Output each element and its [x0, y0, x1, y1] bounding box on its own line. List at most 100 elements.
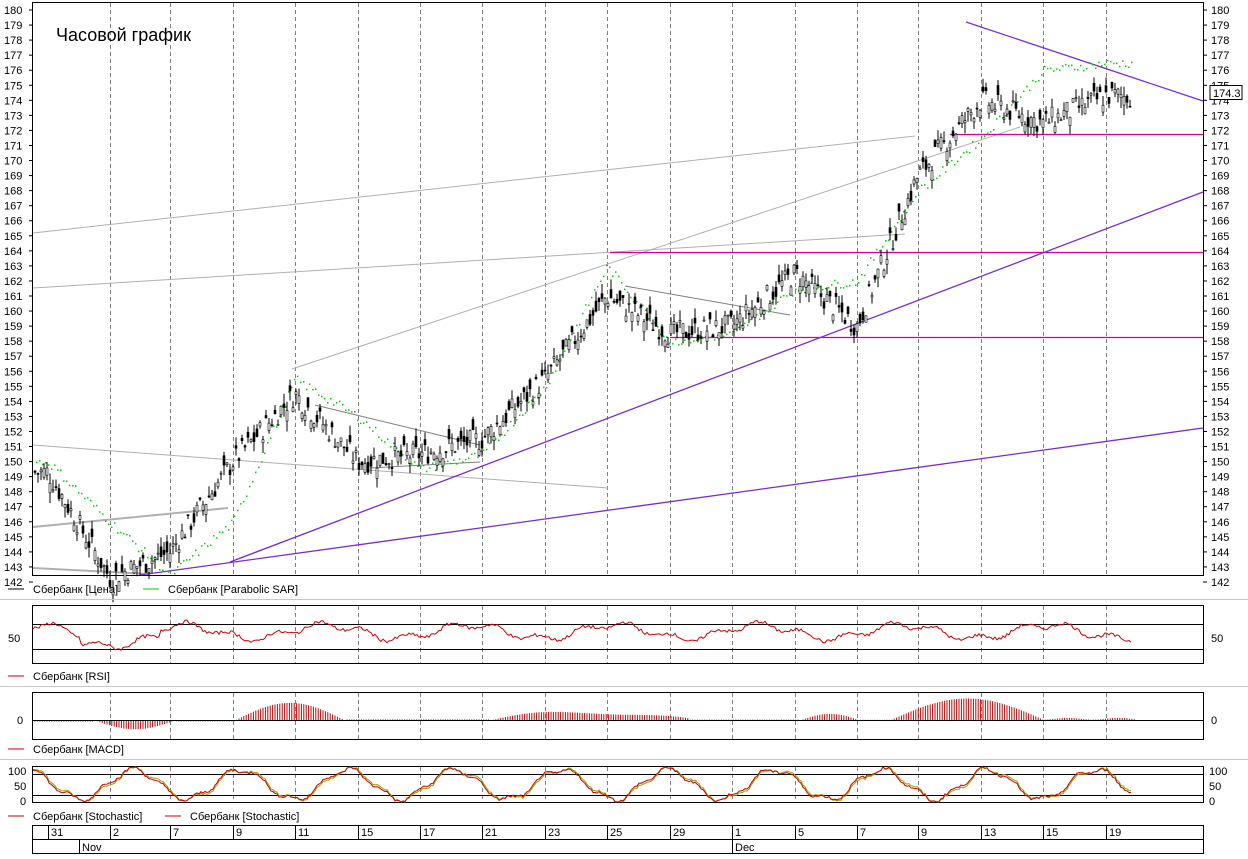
sar-dot — [333, 404, 335, 406]
candle-body — [276, 424, 280, 426]
candle-body — [1017, 116, 1021, 118]
candle-body — [339, 437, 343, 442]
candle-body — [933, 139, 937, 147]
candle-body — [354, 450, 358, 453]
day-label: 9 — [921, 827, 927, 839]
candle-body — [750, 309, 754, 318]
candle-body — [675, 324, 679, 333]
candle-body — [681, 323, 685, 334]
candle-body — [483, 435, 487, 438]
candle-body — [345, 446, 349, 452]
candle-body — [330, 422, 334, 428]
sar-dot — [93, 505, 95, 507]
sar-dot — [630, 296, 632, 299]
stoch-axis-50-left: 50 — [14, 781, 26, 793]
candle-body — [987, 104, 991, 114]
sar-dot — [858, 281, 860, 284]
day-label: 9 — [236, 827, 242, 839]
sar-dot — [186, 559, 188, 561]
candle-body — [765, 285, 769, 291]
sar-dot — [1104, 63, 1106, 66]
price-tick-label: 178 — [4, 35, 22, 47]
candle-body — [1014, 102, 1018, 109]
candle-body — [981, 86, 985, 92]
stoch-axis-0-right: 0 — [1209, 796, 1215, 808]
candle-body — [198, 497, 202, 500]
candle-body — [774, 286, 778, 297]
candle-body — [648, 304, 652, 314]
candle-body — [732, 323, 736, 330]
candle-body — [1086, 96, 1090, 100]
candle-body — [312, 423, 316, 428]
sar-dot — [225, 525, 227, 528]
candle-body — [252, 432, 256, 442]
day-label: 7 — [173, 827, 179, 839]
sar-dot — [348, 409, 350, 411]
candle-body — [441, 458, 445, 467]
candle-body — [261, 439, 265, 444]
sar-dot — [852, 279, 854, 281]
candle-body — [57, 488, 61, 500]
candle-body — [279, 405, 283, 415]
candle-body — [564, 339, 568, 347]
rsi-panel[interactable]: 50 50 — [8, 605, 1223, 664]
candle-body — [795, 264, 799, 269]
candle-body — [96, 563, 100, 567]
sar-dot — [306, 388, 308, 391]
sar-dot — [432, 462, 434, 464]
sar-dot — [375, 426, 377, 429]
candle-body — [831, 314, 835, 322]
candle-body — [132, 563, 136, 574]
sar-dot — [1026, 85, 1028, 88]
stochastic-panel[interactable]: 100 50 0 100 50 0 — [8, 766, 1227, 808]
candle-body — [990, 102, 994, 111]
sar-dot — [327, 401, 329, 404]
candle-body — [510, 398, 514, 409]
price-tick-label: 160 — [1211, 306, 1229, 318]
price-tick-label: 149 — [4, 472, 22, 484]
candle-body — [984, 87, 988, 91]
sar-dot — [909, 200, 911, 202]
candle-body — [453, 451, 457, 453]
sar-dot — [117, 532, 119, 534]
sar-dot — [873, 259, 875, 261]
legend-label-price: Сбербанк [Цена] — [33, 584, 118, 596]
sar-dot — [255, 471, 257, 474]
price-panel[interactable]: 142 143 144 145 146 147 148 149 150 151 152 153 154 1… — [4, 2, 1243, 603]
candle-body — [423, 439, 427, 446]
sar-dot — [801, 289, 803, 292]
sar-dot — [978, 142, 980, 145]
sar-dot — [1068, 65, 1070, 67]
candle-body — [1038, 109, 1042, 120]
price-tick-label: 158 — [4, 336, 22, 348]
sar-dot — [87, 497, 89, 499]
trend-line-down — [965, 21, 1204, 102]
candle-body — [69, 508, 73, 512]
candle-body — [117, 581, 121, 592]
candle-body — [1116, 88, 1120, 95]
sar-dot — [885, 240, 887, 242]
sar-dot — [1038, 80, 1040, 82]
candle-body — [351, 460, 355, 464]
sar-dot — [288, 391, 290, 393]
candle-body — [558, 358, 562, 362]
channel-line — [32, 507, 229, 528]
candle-body — [429, 451, 433, 454]
candle-body — [219, 472, 223, 475]
candle-body — [1101, 104, 1105, 113]
sar-dot — [564, 350, 566, 352]
candle-body — [735, 318, 739, 325]
rsi-legend: Сбербанк [RSI] — [8, 671, 110, 683]
sar-dot — [1044, 65, 1046, 68]
candle-body — [282, 403, 286, 408]
sar-dot — [141, 549, 143, 552]
price-tick-label: 172 — [1211, 125, 1229, 137]
candle-body — [1053, 125, 1057, 133]
legend-label-stoch-k: Сбербанк [Stochastic] — [33, 811, 142, 823]
macd-panel[interactable]: 0 0 — [17, 692, 1217, 740]
sar-dot — [600, 280, 602, 283]
sar-dot — [981, 136, 983, 138]
sar-dot — [516, 419, 518, 421]
sar-dot — [72, 485, 74, 487]
